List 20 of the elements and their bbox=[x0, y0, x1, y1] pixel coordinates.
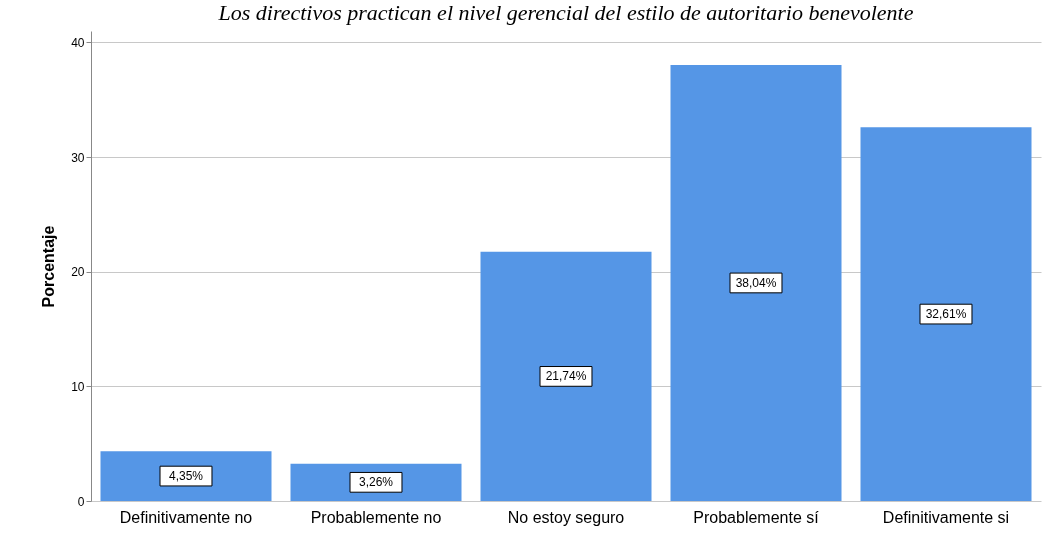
bar bbox=[860, 127, 1032, 501]
data-label: 4,35% bbox=[168, 469, 204, 484]
data-label: 38,04% bbox=[735, 275, 777, 290]
y-tick-label: 40 bbox=[71, 35, 85, 50]
x-tick-label: Definitivamente si bbox=[882, 508, 1010, 526]
data-label: 32,61% bbox=[925, 307, 967, 322]
bar bbox=[480, 251, 652, 501]
x-tick-label: No estoy seguro bbox=[507, 508, 625, 526]
x-tick-label: Probablemente no bbox=[310, 508, 442, 526]
y-tick-label: 0 bbox=[77, 494, 85, 509]
y-tick-label: 10 bbox=[71, 379, 85, 394]
x-tick-label: Probablemente sí bbox=[693, 508, 820, 526]
x-tick-label: Definitivamente no bbox=[119, 508, 253, 526]
y-axis-title: Porcentaje bbox=[40, 225, 58, 308]
chart-title: Los directivos practican el nivel gerencial del estilo de autoritario benevolente bbox=[217, 0, 914, 25]
y-tick-label: 30 bbox=[71, 150, 85, 165]
bar bbox=[670, 64, 842, 501]
data-label: 3,26% bbox=[358, 475, 394, 490]
y-tick-label: 20 bbox=[71, 265, 85, 280]
data-label: 21,74% bbox=[545, 369, 587, 384]
